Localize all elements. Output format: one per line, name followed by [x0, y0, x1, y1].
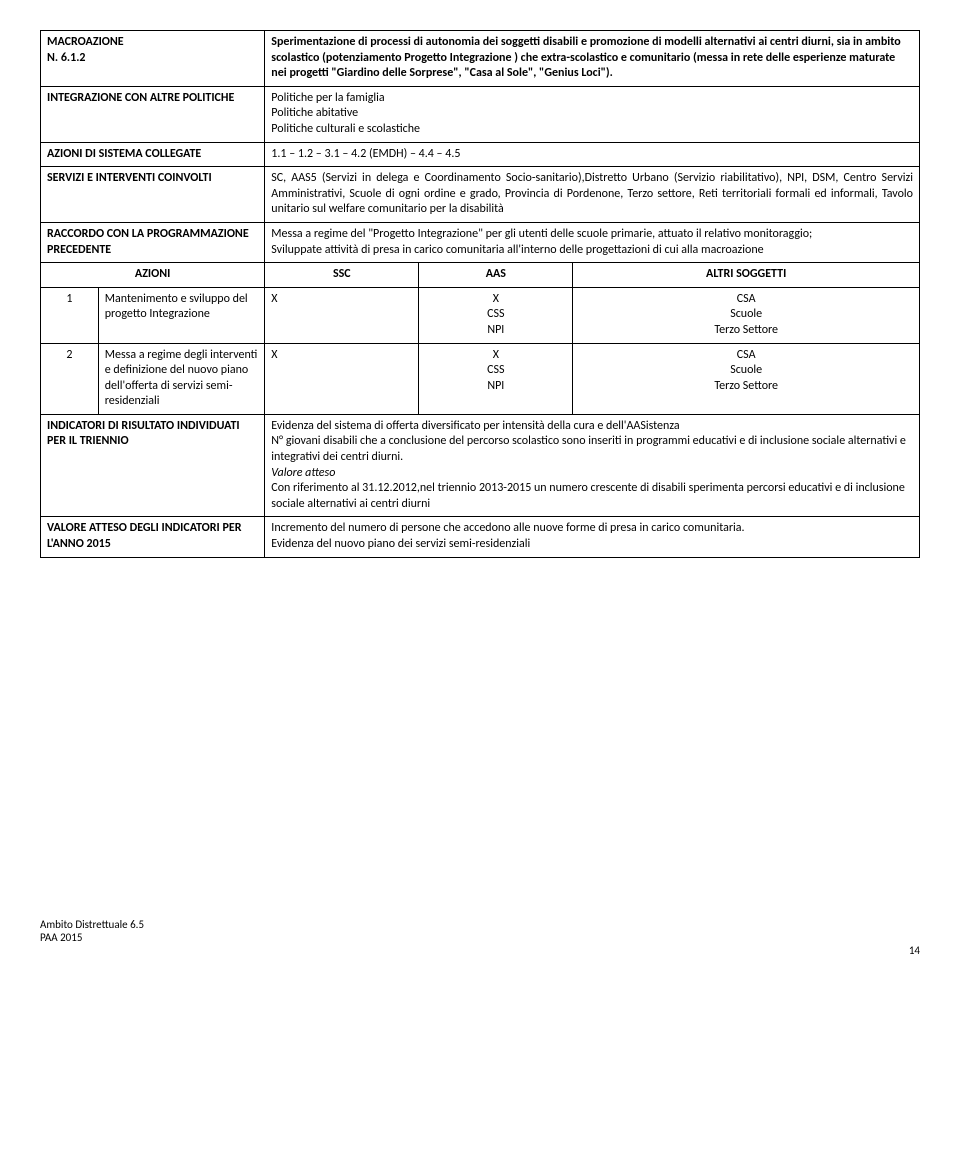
hdr-azioni: AZIONI [41, 263, 265, 288]
row1-altri: CSAScuoleTerzo Settore [573, 287, 920, 343]
integ-l1: Politiche per la famiglia [271, 91, 913, 107]
row-azioni-sistema: AZIONI DI SISTEMA COLLEGATE 1.1 – 1.2 – … [41, 142, 920, 167]
row2-num: 2 [41, 343, 99, 414]
row1-num: 1 [41, 287, 99, 343]
row-servizi: SERVIZI E INTERVENTI COINVOLTI SC, AAS5 … [41, 167, 920, 223]
text-servizi: SC, AAS5 (Servizi in delega e Coordiname… [265, 167, 920, 223]
label-azioni-sistema: AZIONI DI SISTEMA COLLEGATE [41, 142, 265, 167]
text-macroazione: Sperimentazione di processi di autonomia… [265, 31, 920, 87]
row2-action: Messa a regime degli interventi e defini… [98, 343, 265, 414]
footer-l2: PAA 2015 [40, 931, 920, 944]
label-servizi: SERVIZI E INTERVENTI COINVOLTI [41, 167, 265, 223]
ind-l4: Con riferimento al 31.12.2012,nel trienn… [271, 481, 913, 512]
row-integrazione: INTEGRAZIONE CON ALTRE POLITICHE Politic… [41, 86, 920, 142]
row1-action: Mantenimento e sviluppo del progetto Int… [98, 287, 265, 343]
row-macroazione: MACROAZIONEN. 6.1.2 Sperimentazione di p… [41, 31, 920, 87]
text-integrazione: Politiche per la famiglia Politiche abit… [265, 86, 920, 142]
text-azioni-sistema: 1.1 – 1.2 – 3.1 – 4.2 (EMDH) – 4.4 – 4.5 [265, 142, 920, 167]
label-indicatori: INDICATORI DI RISULTATO INDIVIDUATI PER … [41, 414, 265, 517]
footer: Ambito Distrettuale 6.5 PAA 2015 14 [40, 918, 920, 957]
row-raccordo: RACCORDO CON LA PROGRAMMAZIONE PRECEDENT… [41, 222, 920, 262]
action-row-1: 1 Mantenimento e sviluppo del progetto I… [41, 287, 920, 343]
integ-l3: Politiche culturali e scolastiche [271, 122, 913, 138]
hdr-aas: AAS [419, 263, 573, 288]
row1-aas: XCSSNPI [419, 287, 573, 343]
raccordo-l1: Messa a regime del "Progetto Integrazion… [271, 227, 913, 243]
integ-l2: Politiche abitative [271, 106, 913, 122]
raccordo-l2: Sviluppate attività di presa in carico c… [271, 243, 913, 259]
text-valore: Incremento del numero di persone che acc… [265, 517, 920, 557]
row-valore-atteso: VALORE ATTESO DEGLI INDICATORI PER L'ANN… [41, 517, 920, 557]
ind-l3: Valore atteso [271, 466, 913, 482]
label-valore: VALORE ATTESO DEGLI INDICATORI PER L'ANN… [41, 517, 265, 557]
label-raccordo: RACCORDO CON LA PROGRAMMAZIONE PRECEDENT… [41, 222, 265, 262]
val-l1: Incremento del numero di persone che acc… [271, 521, 913, 537]
text-indicatori: Evidenza del sistema di offerta diversif… [265, 414, 920, 517]
main-table: MACROAZIONEN. 6.1.2 Sperimentazione di p… [40, 30, 920, 558]
label-integrazione: INTEGRAZIONE CON ALTRE POLITICHE [41, 86, 265, 142]
label-macroazione: MACROAZIONEN. 6.1.2 [41, 31, 265, 87]
action-row-2: 2 Messa a regime degli interventi e defi… [41, 343, 920, 414]
footer-l1: Ambito Distrettuale 6.5 [40, 918, 920, 931]
hdr-ssc: SSC [265, 263, 419, 288]
row1-ssc: X [265, 287, 419, 343]
text-raccordo: Messa a regime del "Progetto Integrazion… [265, 222, 920, 262]
val-l2: Evidenza del nuovo piano dei servizi sem… [271, 537, 913, 553]
row2-altri: CSAScuoleTerzo Settore [573, 343, 920, 414]
ind-l1: Evidenza del sistema di offerta diversif… [271, 419, 913, 435]
ind-l2: N° giovani disabili che a conclusione de… [271, 434, 913, 465]
row-indicatori: INDICATORI DI RISULTATO INDIVIDUATI PER … [41, 414, 920, 517]
row2-ssc: X [265, 343, 419, 414]
page-number: 14 [40, 944, 920, 957]
hdr-altri: ALTRI SOGGETTI [573, 263, 920, 288]
row-header-azioni: AZIONI SSC AAS ALTRI SOGGETTI [41, 263, 920, 288]
row2-aas: XCSSNPI [419, 343, 573, 414]
